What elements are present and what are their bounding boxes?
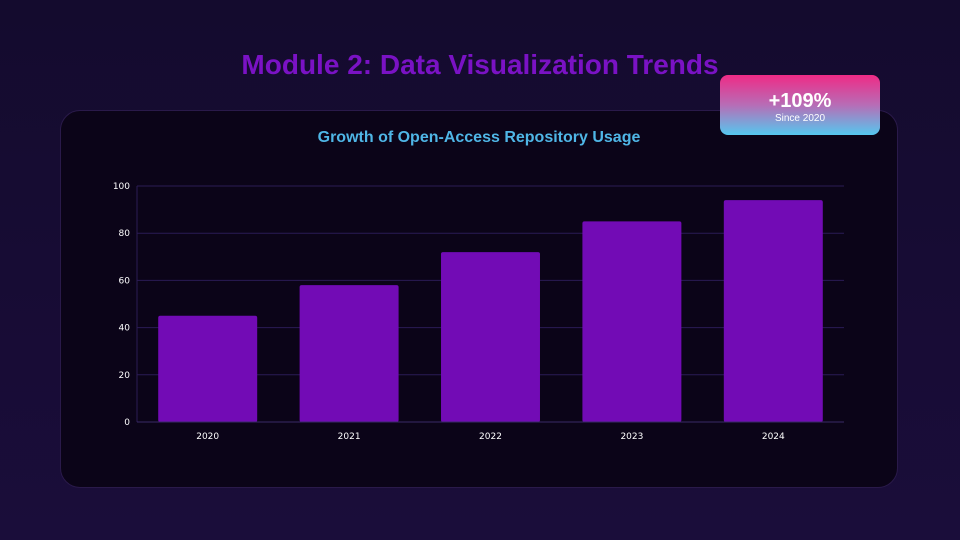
x-tick-label: 2021 bbox=[338, 432, 361, 442]
y-tick-label: 80 bbox=[119, 229, 131, 239]
growth-stat-badge: +109% Since 2020 bbox=[720, 75, 880, 135]
bar-chart: 0 20 40 60 80 100 2020 2021 2022 2023 2024 bbox=[113, 182, 844, 442]
y-tick-label: 20 bbox=[119, 371, 131, 381]
y-tick-label: 40 bbox=[119, 324, 131, 334]
y-tick-label: 60 bbox=[119, 276, 131, 286]
growth-stat-caption: Since 2020 bbox=[774, 113, 826, 124]
y-tick-label: 0 bbox=[124, 418, 130, 428]
chart-card: Growth of Open-Access Repository Usage 0… bbox=[60, 110, 898, 488]
bar-2024 bbox=[723, 200, 823, 422]
x-tick-label: 2024 bbox=[762, 432, 785, 442]
bar-2022 bbox=[441, 252, 540, 422]
bar-2020 bbox=[158, 315, 258, 422]
growth-stat-value: +109% bbox=[768, 90, 832, 112]
x-tick-label: 2022 bbox=[479, 432, 502, 442]
chart-title: Growth of Open-Access Repository Usage bbox=[317, 129, 641, 146]
y-tick-label: 100 bbox=[113, 182, 130, 192]
page-title: Module 2: Data Visualization Trends bbox=[241, 49, 719, 80]
x-tick-label: 2020 bbox=[196, 432, 219, 442]
x-tick-label: 2023 bbox=[620, 432, 643, 442]
bar-2021 bbox=[299, 285, 399, 422]
bar-2023 bbox=[582, 221, 682, 422]
